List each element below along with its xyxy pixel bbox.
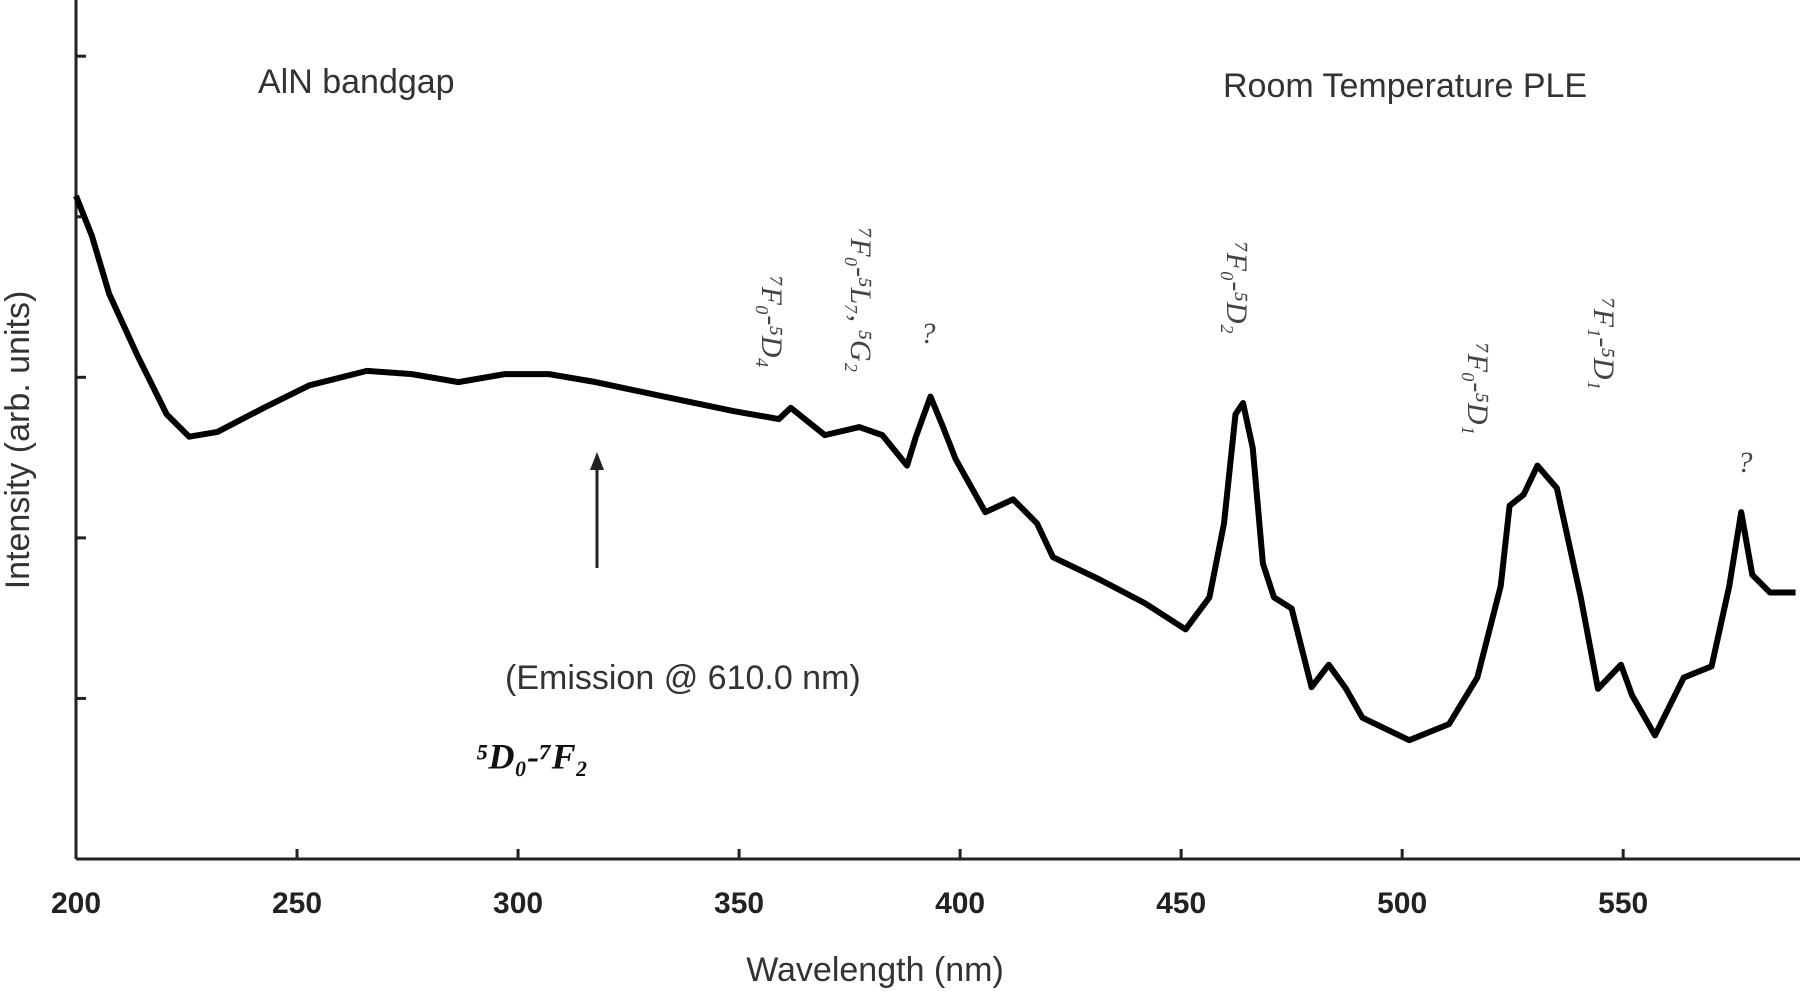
y-axis-label: Intensity (arb. units) — [0, 291, 37, 590]
annotation: ⁷F₀-⁵D₂ — [1220, 242, 1253, 334]
x-tick-label: 500 — [1377, 887, 1427, 920]
x-tick-label: 300 — [493, 887, 543, 920]
annotation: AlN bandgap — [258, 63, 455, 101]
annotation: ⁵D₀-⁷F₂ — [476, 736, 588, 776]
arrow-head — [590, 452, 604, 470]
annotation: ⁷F₀-⁵L₇, ⁵G₂ — [844, 228, 877, 372]
data-line — [73, 194, 1796, 744]
annotation: ? — [921, 317, 936, 350]
annotation: ? — [1738, 446, 1753, 479]
x-tick-label: 400 — [935, 887, 985, 920]
x-axis-label: Wavelength (nm) — [746, 951, 1004, 989]
x-tick-label: 350 — [714, 887, 764, 920]
annotation: Room Temperature PLE — [1223, 67, 1587, 105]
annotation: (Emission @ 610.0 nm) — [505, 659, 861, 697]
x-tick-label: 550 — [1598, 887, 1648, 920]
annotation: ⁷F₀-⁵D₁ — [1461, 343, 1494, 435]
x-tick-label: 450 — [1156, 887, 1206, 920]
annotation: ⁷F₁-⁵D₁ — [1587, 298, 1620, 390]
x-tick-label: 250 — [272, 887, 322, 920]
annotation: ⁷F₀-⁵D₄ — [755, 276, 788, 368]
x-tick-label: 200 — [51, 887, 101, 920]
